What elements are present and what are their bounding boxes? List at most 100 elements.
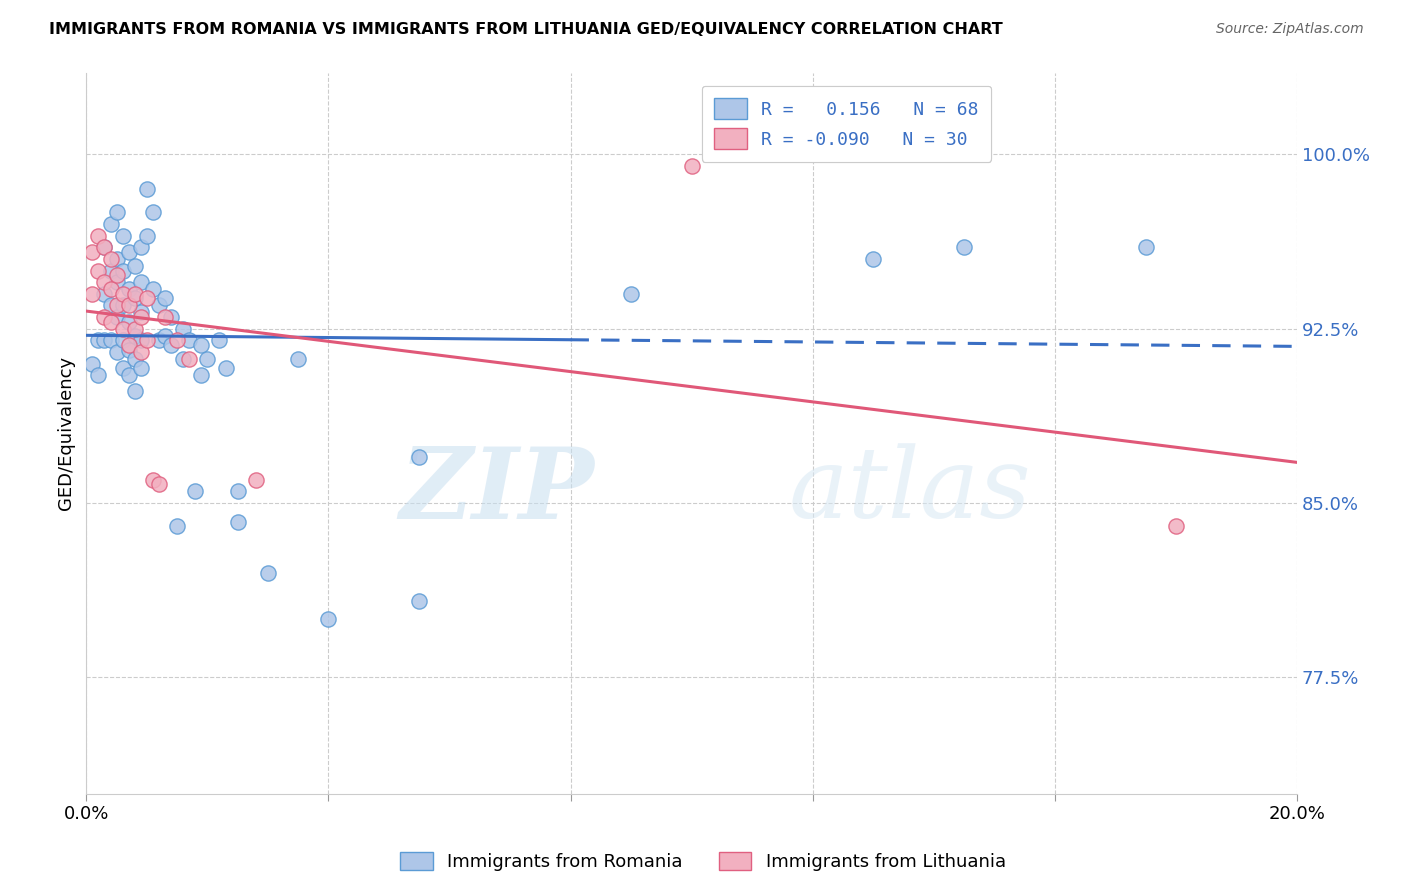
Point xyxy=(118,343,141,357)
Point xyxy=(111,361,134,376)
Point xyxy=(105,310,128,324)
Point xyxy=(118,245,141,260)
Text: ZIP: ZIP xyxy=(399,442,595,540)
Point xyxy=(172,351,194,366)
Point xyxy=(87,334,110,348)
Point xyxy=(105,345,128,359)
Point xyxy=(620,286,643,301)
Point xyxy=(408,450,430,464)
Point xyxy=(214,361,236,376)
Point xyxy=(100,315,122,329)
Text: atlas: atlas xyxy=(789,443,1031,539)
Point xyxy=(862,252,884,266)
Point xyxy=(105,252,128,266)
Point xyxy=(245,473,267,487)
Point xyxy=(111,322,134,336)
Point xyxy=(148,334,170,348)
Point xyxy=(93,240,115,254)
Point xyxy=(153,310,176,324)
Point xyxy=(190,368,212,383)
Point xyxy=(1135,240,1157,254)
Point xyxy=(93,334,115,348)
Point xyxy=(93,240,115,254)
Point xyxy=(93,275,115,289)
Point xyxy=(135,228,157,243)
Point xyxy=(124,328,146,343)
Point xyxy=(129,310,152,324)
Point xyxy=(105,205,128,219)
Legend: Immigrants from Romania, Immigrants from Lithuania: Immigrants from Romania, Immigrants from… xyxy=(392,845,1014,879)
Point xyxy=(100,252,122,266)
Point xyxy=(179,334,201,348)
Point xyxy=(148,298,170,312)
Point xyxy=(124,351,146,366)
Point xyxy=(129,275,152,289)
Point xyxy=(129,345,152,359)
Point xyxy=(160,338,183,352)
Point xyxy=(100,334,122,348)
Point xyxy=(226,484,249,499)
Point xyxy=(105,268,128,283)
Point xyxy=(93,286,115,301)
Point xyxy=(111,263,134,277)
Point xyxy=(1164,519,1187,533)
Point xyxy=(124,322,146,336)
Point xyxy=(129,305,152,319)
Point xyxy=(124,292,146,306)
Point xyxy=(129,361,152,376)
Point xyxy=(129,334,152,348)
Point xyxy=(111,298,134,312)
Point xyxy=(179,351,201,366)
Point xyxy=(166,334,188,348)
Point xyxy=(87,263,110,277)
Point xyxy=(105,275,128,289)
Point xyxy=(82,286,104,301)
Point xyxy=(82,245,104,260)
Point xyxy=(190,338,212,352)
Point xyxy=(142,282,165,296)
Legend: R =   0.156   N = 68, R = -0.090   N = 30: R = 0.156 N = 68, R = -0.090 N = 30 xyxy=(702,86,991,161)
Point xyxy=(100,263,122,277)
Point xyxy=(118,315,141,329)
Point xyxy=(100,217,122,231)
Point xyxy=(135,334,157,348)
Point xyxy=(148,477,170,491)
Point xyxy=(408,593,430,607)
Point xyxy=(135,182,157,196)
Y-axis label: GED/Equivalency: GED/Equivalency xyxy=(58,356,75,510)
Point xyxy=(129,240,152,254)
Point xyxy=(118,368,141,383)
Text: Source: ZipAtlas.com: Source: ZipAtlas.com xyxy=(1216,22,1364,37)
Point xyxy=(172,322,194,336)
Point xyxy=(142,473,165,487)
Point xyxy=(82,357,104,371)
Point xyxy=(953,240,976,254)
Point xyxy=(153,328,176,343)
Point xyxy=(87,228,110,243)
Point xyxy=(111,228,134,243)
Point xyxy=(100,282,122,296)
Point xyxy=(681,159,703,173)
Point xyxy=(287,351,309,366)
Point xyxy=(111,334,134,348)
Point xyxy=(135,292,157,306)
Point xyxy=(111,286,134,301)
Point xyxy=(195,351,218,366)
Point xyxy=(153,292,176,306)
Point xyxy=(318,612,340,626)
Point xyxy=(208,334,231,348)
Point xyxy=(226,515,249,529)
Point xyxy=(257,566,280,580)
Point xyxy=(124,286,146,301)
Point xyxy=(118,298,141,312)
Point xyxy=(184,484,207,499)
Point xyxy=(160,310,183,324)
Text: IMMIGRANTS FROM ROMANIA VS IMMIGRANTS FROM LITHUANIA GED/EQUIVALENCY CORRELATION: IMMIGRANTS FROM ROMANIA VS IMMIGRANTS FR… xyxy=(49,22,1002,37)
Point xyxy=(124,384,146,399)
Point xyxy=(166,519,188,533)
Point xyxy=(87,368,110,383)
Point xyxy=(100,298,122,312)
Point xyxy=(93,310,115,324)
Point xyxy=(105,298,128,312)
Point xyxy=(142,205,165,219)
